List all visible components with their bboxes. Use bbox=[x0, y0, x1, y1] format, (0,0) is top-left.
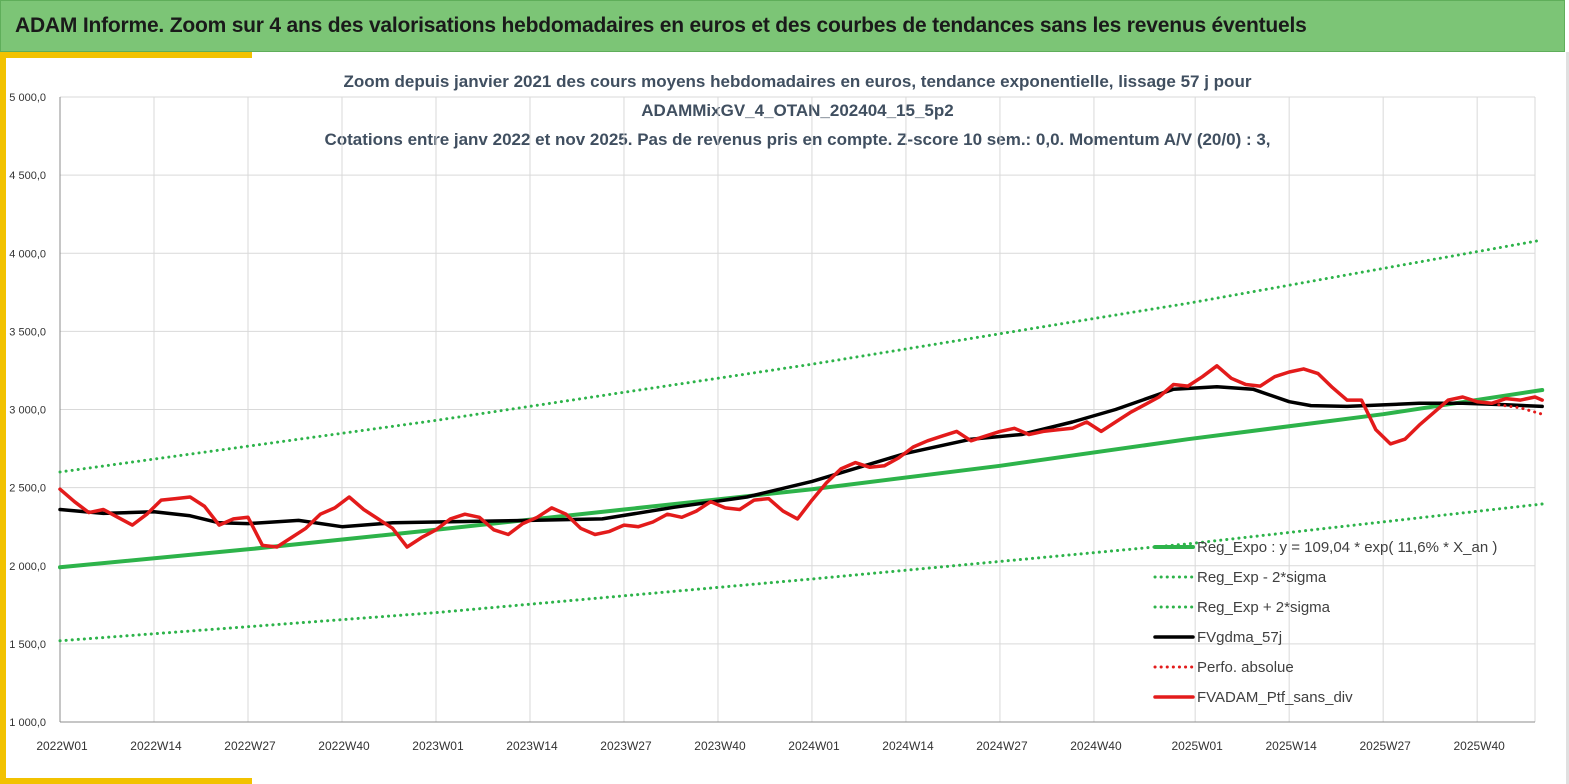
y-tick-label: 3 500,0 bbox=[9, 326, 46, 338]
legend-entry-label: FVgdma_57j bbox=[1197, 629, 1282, 646]
legend-entry-label: FVADAM_Ptf_sans_div bbox=[1197, 689, 1353, 706]
legend: Reg_Expo : y = 109,04 * exp( 11,6% * X_a… bbox=[1153, 539, 1497, 706]
yellow-accent-bottom bbox=[0, 778, 252, 784]
x-axis-ticks: 2022W01 2022W14 2022W27 2022W40 2023W01 2023W… bbox=[36, 739, 1505, 753]
frame-edge-right bbox=[1566, 52, 1569, 784]
x-tick-label: 2024W40 bbox=[1070, 739, 1122, 753]
series-line-reg-exp-2-sigma bbox=[58, 502, 1544, 643]
x-tick-label: 2025W40 bbox=[1453, 739, 1505, 753]
legend-entry-label: Reg_Expo : y = 109,04 * exp( 11,6% * X_a… bbox=[1197, 539, 1497, 556]
series-line-fvgdma-57j bbox=[58, 385, 1544, 529]
y-axis-ticks: 1 000,0 1 500,0 2 000,0 2 500,0 3 000,0 3 500… bbox=[9, 92, 46, 729]
series-line-reg-expo-y-109-04-exp-11-6-x-an bbox=[58, 388, 1545, 570]
page-title: ADAM Informe. Zoom sur 4 ans des valoris… bbox=[15, 14, 1307, 37]
y-tick-label: 2 000,0 bbox=[9, 561, 46, 573]
yellow-accent-top bbox=[0, 52, 252, 58]
x-tick-label: 2024W01 bbox=[788, 739, 840, 753]
x-tick-label: 2023W27 bbox=[600, 739, 652, 753]
x-tick-label: 2022W01 bbox=[36, 739, 88, 753]
y-tick-label: 4 000,0 bbox=[9, 248, 46, 260]
x-tick-label: 2022W40 bbox=[318, 739, 370, 753]
legend-entry-label: Reg_Exp + 2*sigma bbox=[1197, 599, 1331, 616]
x-tick-label: 2025W27 bbox=[1359, 739, 1411, 753]
header-banner: ADAM Informe. Zoom sur 4 ans des valoris… bbox=[0, 0, 1565, 52]
x-tick-label: 2023W40 bbox=[694, 739, 746, 753]
chart-title-line-1: Zoom depuis janvier 2021 des cours moyen… bbox=[343, 72, 1252, 91]
x-tick-label: 2024W14 bbox=[882, 739, 934, 753]
y-tick-label: 3 000,0 bbox=[9, 405, 46, 417]
x-tick-label: 2025W01 bbox=[1171, 739, 1223, 753]
y-tick-label: 4 500,0 bbox=[9, 170, 46, 182]
series-lines bbox=[58, 238, 1545, 643]
gridlines bbox=[59, 96, 1536, 723]
chart-title-line-3: Cotations entre janv 2022 et nov 2025. P… bbox=[324, 130, 1271, 149]
legend-entry-label: Reg_Exp - 2*sigma bbox=[1197, 569, 1327, 586]
chart-title-line-2: ADAMMixGV_4_OTAN_202404_15_5p2 bbox=[641, 101, 954, 120]
series-line-reg-exp-2-sigma bbox=[58, 238, 1544, 474]
x-tick-label: 2024W27 bbox=[976, 739, 1028, 753]
y-tick-label: 1 000,0 bbox=[9, 717, 46, 729]
x-tick-label: 2022W14 bbox=[130, 739, 182, 753]
series-line-perfo-absolue bbox=[1497, 403, 1544, 416]
yellow-accent-left bbox=[0, 52, 6, 784]
x-tick-label: 2025W14 bbox=[1265, 739, 1317, 753]
y-tick-label: 5 000,0 bbox=[9, 92, 46, 104]
series-line-fvadam-ptf-sans-div bbox=[58, 364, 1544, 549]
x-tick-label: 2023W14 bbox=[506, 739, 558, 753]
x-tick-label: 2023W01 bbox=[412, 739, 464, 753]
y-tick-label: 2 500,0 bbox=[9, 483, 46, 495]
y-tick-label: 1 500,0 bbox=[9, 639, 46, 651]
legend-entry-label: Perfo. absolue bbox=[1197, 659, 1294, 676]
x-tick-label: 2022W27 bbox=[224, 739, 276, 753]
